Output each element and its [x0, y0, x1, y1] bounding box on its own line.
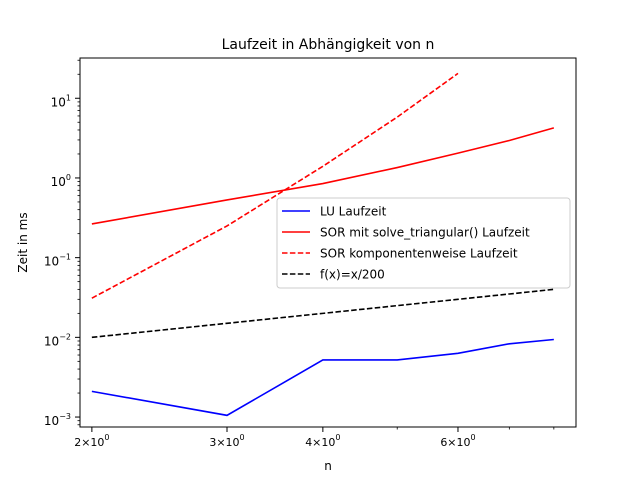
x-tick-label-exp: 0 [471, 433, 476, 442]
x-tick-label-ten: 10 [90, 436, 104, 449]
y-tick-label-2: 10−2 [44, 332, 71, 348]
legend-label-2: SOR mit solve_triangular() Laufzeit [320, 226, 530, 240]
legend-label-4: f(x)=x/200 [320, 268, 385, 282]
legend-frame [276, 197, 571, 289]
y-tick-label-3: 10−1 [44, 253, 71, 269]
y-tick-label-2-base: 10 [44, 334, 59, 348]
x-tick-label-ten: 10 [321, 436, 335, 449]
y-tick-label-4-exp: 0 [66, 173, 71, 182]
series-layer [91, 72, 555, 417]
y-tick-label-3-base: 10 [44, 255, 59, 269]
series-line-2 [91, 127, 555, 225]
x-tick-label-base: 4× [305, 436, 321, 449]
y-tick-label-1-exp: −3 [59, 412, 71, 421]
x-tick-label-3: 4×100 [305, 433, 340, 449]
chart-title: Laufzeit in Abhängigkeit von n [222, 37, 435, 53]
x-tick-label-base: 6× [440, 436, 456, 449]
legend-label-3: SOR komponentenweise Laufzeit [320, 247, 518, 261]
x-tick-label-base: 2× [74, 436, 90, 449]
y-tick-label-4: 100 [51, 173, 71, 189]
x-tick-label-1: 2×100 [74, 433, 109, 449]
y-axis-label: Zeit in ms [16, 212, 30, 272]
y-tick-label-1: 10−3 [44, 412, 71, 428]
series-line-1 [91, 338, 554, 417]
y-tick-label-1-base: 10 [44, 414, 59, 428]
y-tick-label-5-base: 10 [51, 95, 66, 109]
y-tick-label-5-exp: 1 [66, 93, 71, 102]
x-axis-label: n [324, 459, 332, 473]
legend: LU Laufzeit SOR mit solve_triangular() La… [276, 197, 571, 289]
x-tick-label-exp: 0 [104, 433, 109, 442]
plot-frame [79, 57, 577, 428]
legend-label-1: LU Laufzeit [320, 205, 387, 219]
x-tick-label-exp: 0 [335, 433, 340, 442]
x-tick-label-ten: 10 [457, 436, 471, 449]
x-tick-label-4: 6×100 [440, 433, 475, 449]
y-tick-label-4-base: 10 [51, 175, 66, 189]
y-tick-label-3-exp: −1 [59, 253, 71, 262]
x-tick-label-2: 3×100 [209, 433, 244, 449]
series-line-3 [91, 72, 459, 299]
x-tick-label-ten: 10 [226, 436, 240, 449]
series-line-4 [91, 288, 554, 339]
y-tick-label-5: 101 [51, 93, 71, 109]
x-tick-label-base: 3× [209, 436, 225, 449]
y-tick-label-2-exp: −2 [59, 332, 71, 341]
x-tick-label-exp: 0 [240, 433, 245, 442]
